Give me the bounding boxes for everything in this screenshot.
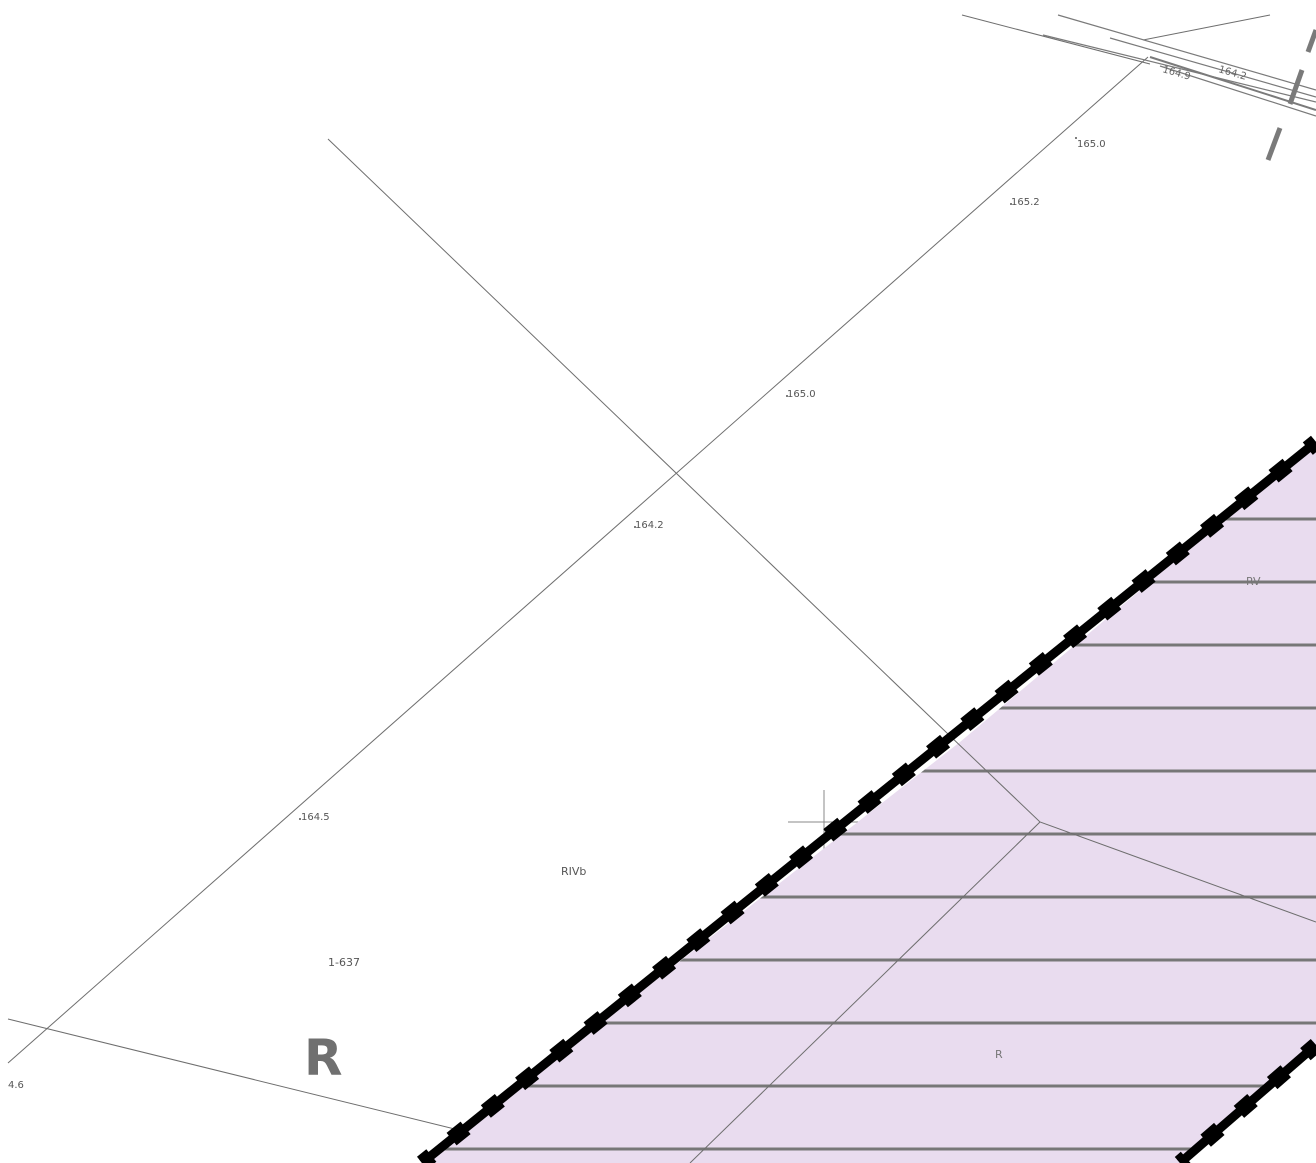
parcel-line-cross-diagonal [327,138,949,735]
zone-boundary-upper [416,435,1316,1163]
parcel-number-label: 1-637 [328,956,360,969]
hatched-zone-label: R [995,1048,1003,1061]
road-barrier-2 [1287,69,1305,105]
hatched-zone [422,442,1316,1163]
elevation-label: 165.2 [1011,197,1040,208]
zone-boundary-lower [1174,1038,1316,1163]
hatched-zone-label: RV [1246,575,1261,588]
road-barrier-1 [1265,127,1283,161]
road-elevation-label: 164.9 [1161,64,1192,82]
road-barrier-3 [1305,29,1316,53]
elevation-label: 164.5 [301,812,330,823]
parcel-line-long-diagonal [7,56,1149,1064]
elevation-label: 4.6 [8,1080,24,1091]
hatched-zone-fill [422,442,1316,1163]
soil-class-label: RIVb [561,865,586,878]
elevation-label: 165.0 [1077,139,1106,150]
road [1042,14,1316,161]
elevation-label: 165.0 [787,389,816,400]
parcel-line-top-1 [961,14,1151,65]
parcel-line-top-2 [1142,14,1271,41]
hatched-zone-inner-lines [689,733,1316,1163]
elevation-points [299,137,1077,820]
elevation-label: 164.2 [635,520,664,531]
parcel-line-bottom-left [7,1018,476,1135]
land-use-label: R [304,1029,343,1087]
parcel-lines [7,14,1271,1163]
